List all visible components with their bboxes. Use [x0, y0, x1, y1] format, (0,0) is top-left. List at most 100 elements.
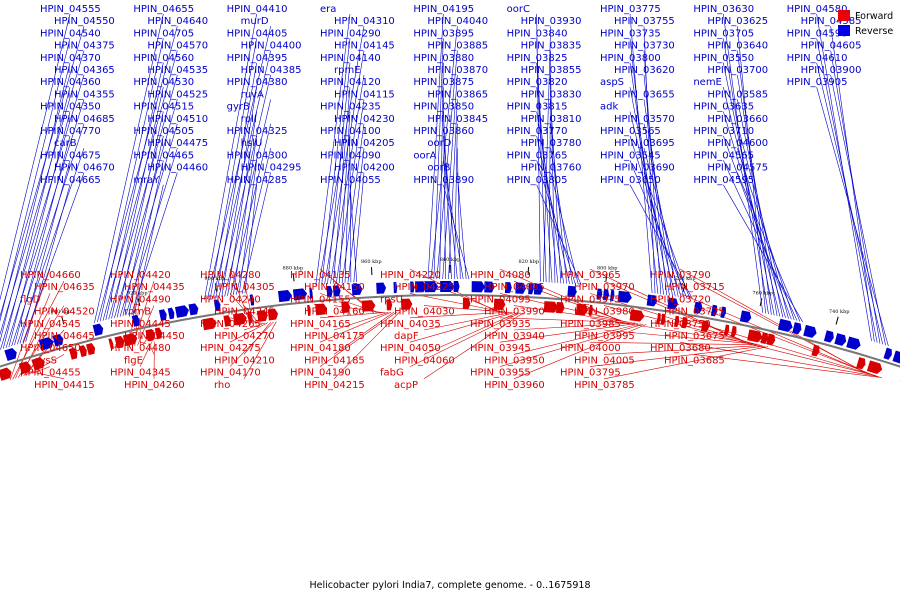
gene-label: carB: [54, 138, 77, 149]
leader-line: [457, 172, 467, 280]
gene-label: HPIN_03840: [507, 28, 568, 39]
gene-label: HPIN_04565: [693, 150, 754, 161]
leader-line: [589, 345, 766, 367]
gene-label: HPIN_03845: [427, 114, 488, 125]
gene-label: HPIN_04190: [290, 368, 351, 379]
forward-gene: [588, 304, 593, 316]
forward-gene: [341, 301, 351, 314]
gene-label: HPIN_03900: [801, 65, 862, 76]
leader-line: [409, 312, 515, 343]
gene-label: HPIN_03855: [521, 65, 582, 76]
scale-tick-label: 860 kbp: [361, 259, 382, 265]
leader-line: [128, 160, 164, 315]
gene-label: HPIN_04060: [394, 355, 455, 366]
gene-label: HPIN_04480: [110, 343, 171, 354]
map-caption: Helicobacter pylori India7, complete gen…: [309, 580, 590, 591]
gene-label: HPIN_04590: [787, 28, 848, 39]
gene-label: HPIN_03960: [484, 380, 545, 391]
leader-line: [139, 341, 147, 344]
gene-label: HPIN_04685: [54, 114, 115, 125]
gene-label: HPIN_04215: [304, 380, 365, 391]
legend-forward-swatch: [838, 10, 850, 21]
leader-line: [737, 50, 772, 315]
leader-line: [321, 38, 351, 285]
leader-line: [643, 99, 673, 297]
forward-gene: [68, 347, 78, 360]
reverse-gene: [720, 306, 726, 319]
leader-line: [243, 322, 266, 331]
gene-label: HPIN_03850: [413, 102, 474, 113]
gene-label: HPIN_03875: [413, 77, 474, 88]
gene-label: HPIN_03735: [600, 28, 661, 39]
gene-label: HPIN_03885: [427, 41, 488, 52]
leader-line: [603, 329, 757, 345]
forward-gene: [202, 317, 217, 331]
forward-gene: [400, 298, 413, 310]
gene-label: HPIN_04580: [787, 4, 848, 15]
reverse-gene: [667, 297, 679, 310]
leader-line: [513, 324, 647, 380]
gene-label: HPIN_04140: [320, 53, 381, 64]
gene-label: HPIN_03620: [614, 65, 675, 76]
gene-label: HPIN_04365: [54, 65, 115, 76]
gene-label: HPIN_04275: [200, 343, 261, 354]
gene-label: HPIN_04475: [147, 138, 208, 149]
leader-line: [409, 311, 509, 319]
scale-tick-label: 840 kbp: [440, 257, 461, 263]
gene-label: HPIN_04570: [147, 41, 208, 52]
gene-label: HPIN_03685: [664, 355, 725, 366]
leader-line: [125, 148, 178, 316]
leader-line: [443, 135, 458, 280]
leader-line: [830, 74, 886, 346]
gene-label: HPIN_04675: [40, 150, 101, 161]
gene-label: HPIN_04225: [394, 282, 455, 293]
leader-line: [16, 148, 85, 345]
forward-gene: [386, 299, 393, 311]
leader-line: [513, 305, 630, 323]
gene-label: HPIN_04645: [34, 331, 95, 342]
gene-label: HPIN_03825: [507, 53, 568, 64]
gene-label: HPIN_04210: [214, 355, 275, 366]
reverse-gene: [393, 281, 398, 294]
forward-gene: [85, 343, 96, 356]
gene-label: HPIN_04420: [110, 270, 171, 281]
leader-line: [693, 329, 877, 377]
gene-label: HPIN_04350: [40, 102, 101, 113]
gene-label: HPIN_04585: [801, 16, 862, 27]
reverse-gene: [351, 283, 363, 296]
gene-label: HPIN_04005: [574, 355, 635, 366]
gene-label: HPIN_03545: [600, 150, 661, 161]
gene-label: HPIN_03675: [664, 331, 725, 342]
gene-label: HPIN_03715: [664, 282, 725, 293]
gene-label: HPIN_04435: [124, 282, 185, 293]
forward-gene: [267, 308, 279, 321]
leader-line: [116, 111, 164, 318]
leader-line: [589, 268, 743, 342]
gene-label: HPIN_04165: [290, 319, 351, 330]
gene-label: HPIN_03750: [650, 319, 711, 330]
gene-label: cysS: [34, 355, 57, 366]
leader-line: [443, 160, 464, 280]
leader-line: [227, 111, 257, 297]
leader-line: [433, 38, 444, 280]
leader-line: [333, 311, 395, 355]
gene-label: HPIN_04450: [124, 331, 185, 342]
gene-label: HPIN_03820: [507, 77, 568, 88]
leader-line: [333, 87, 351, 284]
gene-label: HPIN_03940: [484, 331, 545, 342]
forward-gene: [730, 325, 737, 338]
scale-tick-label: 880 kbp: [282, 265, 303, 271]
reverse-gene: [803, 324, 817, 338]
gene-label: HPIN_03880: [413, 53, 474, 64]
gene-label: HPIN_04280: [200, 270, 261, 281]
forward-gene: [462, 298, 471, 310]
gene-label: rpmE: [334, 65, 361, 76]
gene-label: HPIN_04665: [40, 175, 101, 186]
leader-line: [737, 26, 766, 314]
gene-label: HPIN_04290: [320, 28, 381, 39]
leader-line: [349, 160, 352, 283]
gene-label: HPIN_04505: [133, 126, 194, 137]
leader-line: [108, 74, 178, 320]
leader-line: [409, 312, 521, 367]
reverse-gene: [596, 288, 603, 300]
